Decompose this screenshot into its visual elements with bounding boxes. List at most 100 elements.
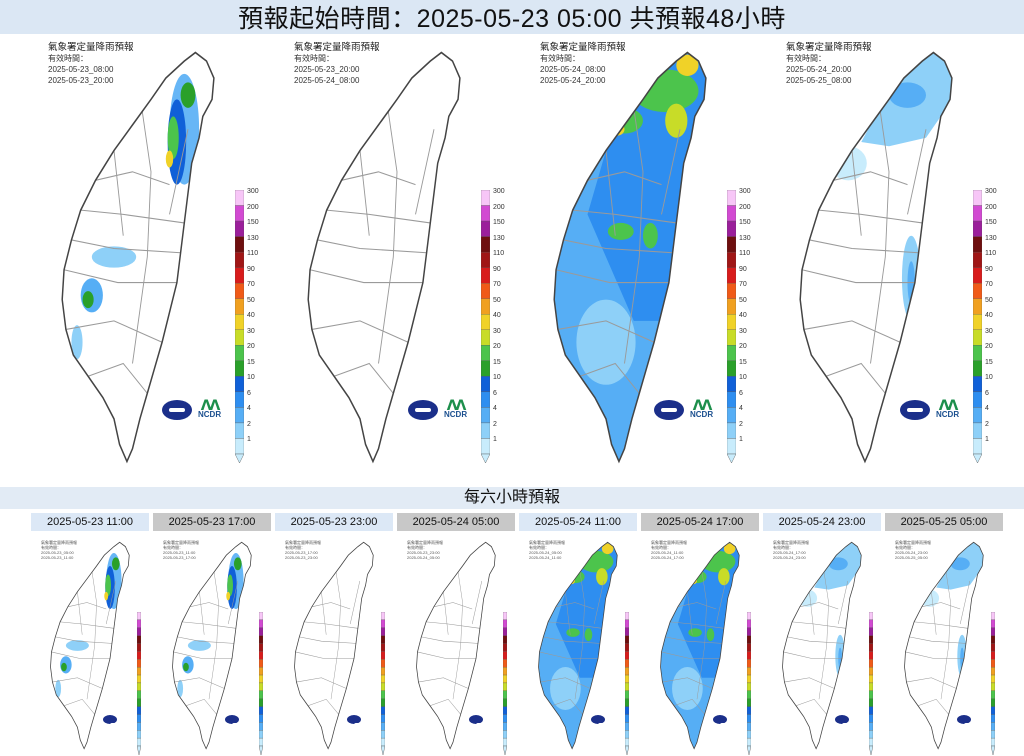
colorbar-segment: [137, 706, 141, 715]
colorbar-segment: [625, 730, 629, 739]
colorbar-tick-label: 200: [493, 203, 505, 211]
colorbar-segment: [869, 635, 873, 644]
colorbar-segment: [235, 407, 244, 424]
six-hour-meta-line: 2025-05-23_23:00: [407, 550, 440, 555]
colorbar-segment: [625, 659, 629, 668]
six-hour-meta-line: 2025-05-23_11:00: [163, 550, 196, 555]
colorbar-segment: [747, 722, 751, 731]
colorbar-arrow: [481, 453, 490, 464]
colorbar-tick-label: 90: [739, 265, 747, 273]
taiwan-outline: [294, 541, 374, 750]
colorbar-tick-label: 6: [493, 389, 497, 397]
colorbar-segment: [381, 682, 385, 691]
colorbar-segment: [625, 635, 629, 644]
colorbar-segment: [259, 698, 263, 707]
colorbar-tick-label: 20: [247, 343, 255, 351]
ncdr-mark-icon: ᐱᐱ: [692, 397, 713, 413]
colorbar-segment: [481, 220, 490, 237]
six-hour-meta-line: 2025-05-23_11:00: [41, 555, 74, 560]
colorbar-segment: [747, 698, 751, 707]
colorbar-segment: [727, 220, 736, 237]
colorbar-tick-label: 1: [985, 436, 989, 444]
colorbar-tick-label: 1: [247, 436, 251, 444]
colorbar-segment: [259, 714, 263, 723]
taiwan-outline: [904, 541, 984, 750]
colorbar-segment: [727, 345, 736, 361]
colorbar-tick-label: 30: [739, 327, 747, 335]
colorbar-tick-label: 4: [493, 405, 497, 413]
colorbar-segment: [381, 722, 385, 731]
colorbar: [235, 190, 244, 464]
ncdr-text: NCDR: [690, 410, 714, 419]
colorbar-segment: [747, 643, 751, 652]
colorbar-segment: [625, 722, 629, 731]
colorbar-segment: [481, 376, 490, 393]
colorbar-segment: [747, 619, 751, 628]
six-hour-meta-line: 氣象署定量降雨預報: [285, 540, 321, 545]
colorbar-segment: [137, 730, 141, 739]
colorbar-arrow: [727, 453, 736, 464]
ncdr-logo: ᐱᐱ NCDR: [198, 398, 221, 419]
panel-valid-label: 有效時間：: [48, 54, 88, 63]
taiwan-outline: [172, 541, 252, 750]
colorbar-segment: [991, 627, 995, 636]
colorbar-segment: [625, 651, 629, 660]
six-hour-meta-line: 2025-05-24_23:00: [895, 550, 928, 555]
colorbar-segment: [137, 612, 141, 621]
colorbar-tick-label: 70: [985, 281, 993, 289]
colorbar-tick-label: 40: [247, 312, 255, 320]
six-hour-label: 2025-05-24 05:00: [397, 513, 515, 531]
taiwan-outline: [61, 51, 215, 464]
colorbar-segment: [481, 422, 490, 439]
colorbar-segment: [747, 682, 751, 691]
six-hour-label: 2025-05-24 23:00: [763, 513, 881, 531]
colorbar: [259, 612, 263, 756]
colorbar-segment: [991, 690, 995, 699]
colorbar-tick-label: 150: [493, 219, 505, 227]
six-hour-meta-line: 氣象署定量降雨預報: [163, 540, 199, 545]
colorbar-segment: [869, 706, 873, 715]
cwa-logo-icon: [469, 715, 492, 727]
colorbar-segment: [625, 612, 629, 621]
six-hour-meta: 氣象署定量降雨預報 有效時間： 2025-05-23_17:00 2025-05-23…: [285, 540, 321, 560]
colorbar-segment: [503, 643, 507, 652]
colorbar: [747, 612, 751, 756]
six-hour-rain-map-6: [782, 541, 862, 750]
colorbar-segment: [727, 267, 736, 284]
colorbar-segment: [973, 407, 982, 424]
colorbar-arrow: [259, 745, 263, 756]
six-hour-meta: 氣象署定量降雨預報 有效時間： 2025-05-23_05:00 2025-05-23…: [41, 540, 77, 560]
colorbar-segment: [747, 714, 751, 723]
colorbar-segment: [137, 627, 141, 636]
ncdr-text: NCDR: [444, 410, 468, 419]
colorbar-tick-label: 4: [247, 405, 251, 413]
six-hour-meta-line: 有效時間：: [163, 545, 183, 550]
colorbar-segment: [973, 438, 982, 455]
colorbar-segment: [747, 635, 751, 644]
colorbar-tick-label: 10: [247, 374, 255, 382]
cwa-logo-icon: [225, 715, 248, 727]
colorbar-segment: [869, 643, 873, 652]
taiwan-outline: [307, 51, 461, 464]
colorbar-segment: [235, 438, 244, 455]
colorbar-segment: [481, 267, 490, 284]
colorbar-segment: [727, 438, 736, 455]
six-hour-meta-line: 2025-05-24_17:00: [651, 555, 684, 560]
colorbar-arrow: [747, 745, 751, 756]
colorbar-segment: [137, 682, 141, 691]
colorbar-tick-label: 40: [493, 312, 501, 320]
ncdr-text: NCDR: [936, 410, 960, 419]
colorbar-segment: [259, 619, 263, 628]
colorbar-segment: [869, 730, 873, 739]
colorbar-segment: [235, 267, 244, 284]
colorbar-segment: [137, 643, 141, 652]
colorbar-segment: [625, 667, 629, 676]
colorbar-segment: [747, 667, 751, 676]
colorbar-segment: [869, 698, 873, 707]
six-hour-meta-line: 氣象署定量降雨預報: [529, 540, 565, 545]
colorbar-segment: [235, 345, 244, 361]
cwa-logo-icon: [957, 715, 980, 727]
colorbar: [481, 190, 490, 464]
colorbar-tick-label: 15: [739, 358, 747, 366]
six-hour-meta-line: 2025-05-24_23:00: [773, 555, 806, 560]
